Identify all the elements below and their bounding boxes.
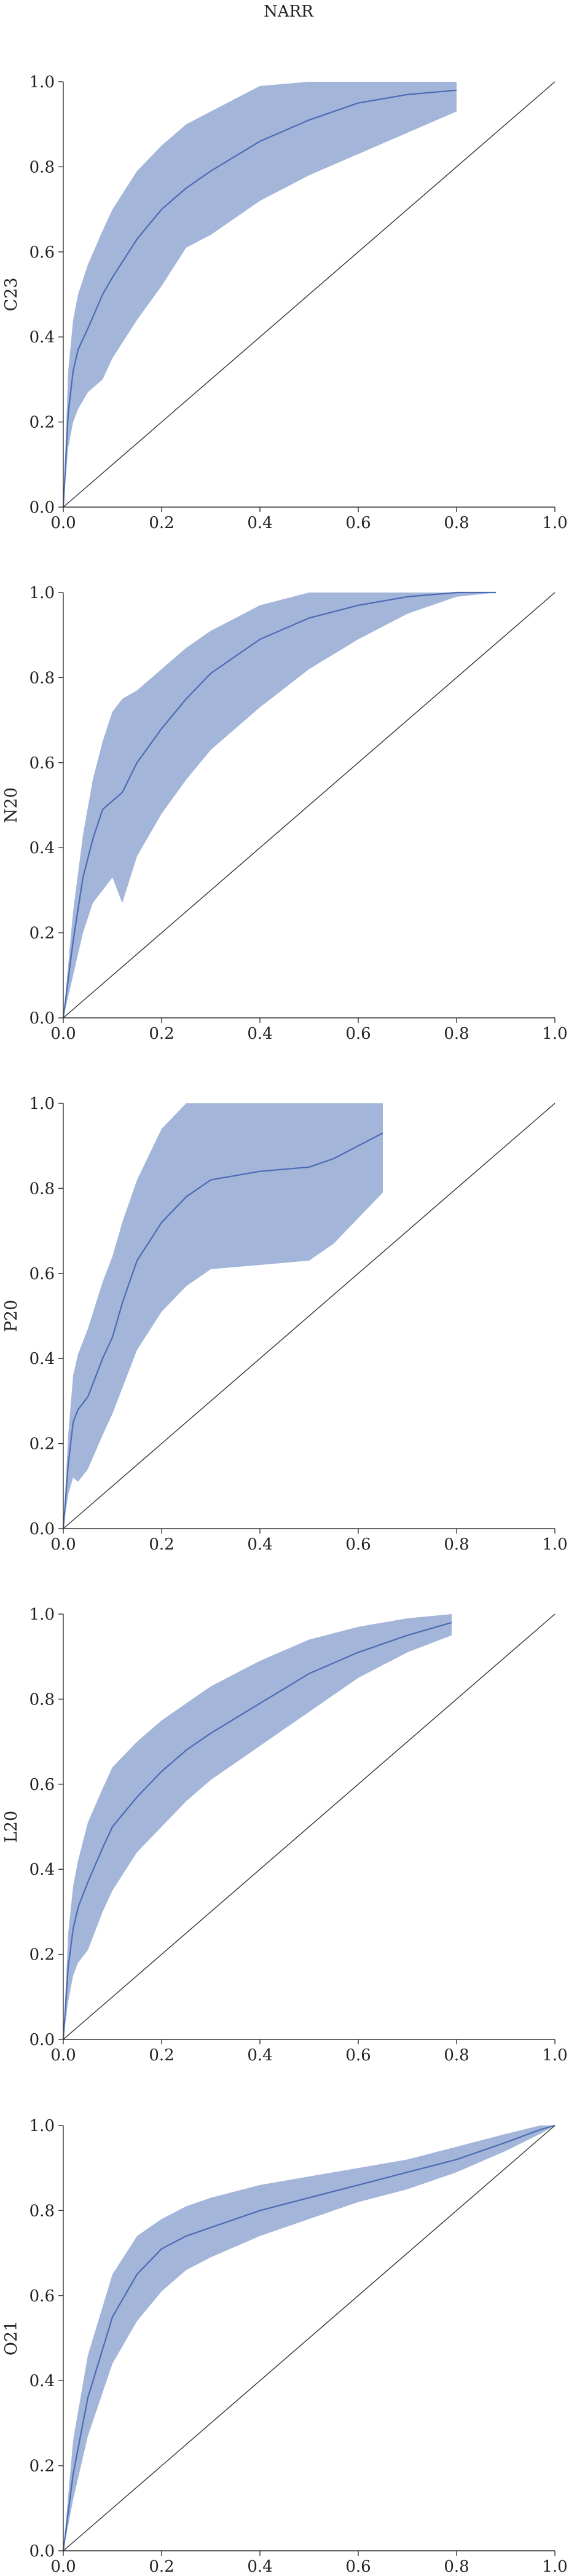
mean-line bbox=[62, 89, 457, 508]
chart-panel-n20: 0.0 0.2 0.4 0.6 0.8 1.0 0.0 0.2 0.4 0.6 0.8 1.0 N20 bbox=[2, 584, 568, 1043]
x-tick-label: 0.8 bbox=[444, 514, 469, 532]
x-tick-label: 1.0 bbox=[542, 2046, 567, 2065]
x-tick-label: 0.8 bbox=[444, 2046, 469, 2065]
mean-line bbox=[62, 1621, 452, 2040]
y-axis-label: C23 bbox=[2, 277, 21, 311]
y-tick-label: 0.8 bbox=[29, 669, 55, 687]
x-tick-label: 0.4 bbox=[247, 1535, 272, 1554]
y-tick-label: 0.8 bbox=[29, 1690, 55, 1709]
figure-title: NARR bbox=[264, 2, 313, 21]
x-tick-label: 0.2 bbox=[149, 1025, 174, 1043]
y-tick-label: 0.2 bbox=[29, 924, 55, 943]
y-tick-label: 0.6 bbox=[29, 1776, 55, 1794]
x-tick-label: 1.0 bbox=[542, 1535, 567, 1554]
x-tick-label: 0.0 bbox=[50, 514, 76, 532]
x-tick-label: 0.8 bbox=[444, 1535, 469, 1554]
y-tick-label: 0.4 bbox=[29, 839, 55, 857]
x-tick-label: 0.4 bbox=[247, 514, 272, 532]
confidence-band bbox=[63, 2125, 555, 2551]
x-tick-label: 0.8 bbox=[444, 2558, 469, 2573]
y-axis-label: P20 bbox=[2, 1300, 21, 1333]
y-tick-label: 0.4 bbox=[29, 1861, 55, 1879]
y-axis-label: L20 bbox=[2, 1811, 21, 1843]
y-tick-label: 0.8 bbox=[29, 2202, 55, 2220]
y-tick-label: 0.4 bbox=[29, 328, 55, 347]
mean-line bbox=[62, 591, 496, 1018]
y-tick-label: 0.6 bbox=[29, 754, 55, 773]
y-tick-label: 0.4 bbox=[29, 1350, 55, 1368]
y-tick-label: 0.6 bbox=[29, 2287, 55, 2306]
x-tick-label: 0.4 bbox=[247, 2558, 272, 2573]
confidence-band bbox=[63, 1103, 383, 1529]
x-tick-label: 0.6 bbox=[345, 2046, 371, 2065]
y-tick-label: 0.0 bbox=[29, 498, 55, 517]
chart-panel-p20: 0.0 0.2 0.4 0.6 0.8 1.0 0.0 0.2 0.4 0.6 0.8 1.0 P20 bbox=[2, 1095, 568, 1554]
y-axis-label: O21 bbox=[2, 2321, 21, 2356]
x-tick-label: 0.0 bbox=[50, 1025, 76, 1043]
x-tick-label: 0.2 bbox=[149, 1535, 174, 1554]
x-tick-label: 0.4 bbox=[247, 1025, 272, 1043]
mean-line bbox=[62, 1132, 383, 1529]
y-tick-label: 0.2 bbox=[29, 1435, 55, 1454]
x-tick-label: 0.2 bbox=[149, 514, 174, 532]
x-tick-label: 0.6 bbox=[345, 2558, 371, 2573]
y-tick-label: 0.4 bbox=[29, 2372, 55, 2390]
y-tick-label: 0.0 bbox=[29, 2031, 55, 2049]
y-tick-label: 1.0 bbox=[29, 1605, 55, 1624]
y-tick-label: 0.0 bbox=[29, 1009, 55, 1028]
confidence-band bbox=[63, 593, 496, 1018]
x-tick-label: 1.0 bbox=[542, 1025, 567, 1043]
diagonal-reference-line bbox=[63, 1103, 555, 1529]
y-tick-label: 1.0 bbox=[29, 2117, 55, 2135]
x-tick-label: 0.2 bbox=[149, 2558, 174, 2573]
y-tick-label: 0.6 bbox=[29, 243, 55, 262]
chart-panel-l20: 0.0 0.2 0.4 0.6 0.8 1.0 0.0 0.2 0.4 0.6 0.8 1.0 L20 bbox=[2, 1605, 568, 2065]
x-tick-label: 0.0 bbox=[50, 1535, 76, 1554]
x-tick-label: 1.0 bbox=[542, 514, 567, 532]
y-tick-label: 0.8 bbox=[29, 158, 55, 176]
y-axis-label: N20 bbox=[2, 787, 21, 823]
confidence-band bbox=[63, 1614, 452, 2039]
diagonal-reference-line bbox=[63, 592, 555, 1018]
x-tick-label: 0.0 bbox=[50, 2046, 76, 2065]
y-tick-label: 0.8 bbox=[29, 1180, 55, 1198]
y-tick-label: 0.2 bbox=[29, 2457, 55, 2476]
diagonal-reference-line bbox=[63, 2125, 555, 2551]
x-tick-label: 0.6 bbox=[345, 1535, 371, 1554]
y-tick-label: 0.2 bbox=[29, 1946, 55, 1964]
x-tick-label: 0.8 bbox=[444, 1025, 469, 1043]
x-tick-label: 0.4 bbox=[247, 2046, 272, 2065]
x-tick-label: 1.0 bbox=[542, 2558, 567, 2573]
confidence-band bbox=[63, 82, 457, 507]
x-tick-label: 0.6 bbox=[345, 514, 371, 532]
y-tick-label: 0.0 bbox=[29, 2542, 55, 2561]
y-tick-label: 0.6 bbox=[29, 1265, 55, 1283]
y-tick-label: 1.0 bbox=[29, 584, 55, 602]
y-tick-label: 1.0 bbox=[29, 1095, 55, 1113]
diagonal-reference-line bbox=[63, 1613, 555, 2040]
y-tick-label: 0.0 bbox=[29, 1520, 55, 1538]
x-tick-label: 0.6 bbox=[345, 1025, 371, 1043]
y-tick-label: 1.0 bbox=[29, 73, 55, 92]
mean-line bbox=[62, 2124, 555, 2551]
chart-panel-c23: 0.0 0.2 0.4 0.6 0.8 1.0 0.0 0.2 0.4 0.6 0.8 1.0 C23 bbox=[2, 73, 568, 532]
y-tick-label: 0.2 bbox=[29, 414, 55, 432]
x-tick-label: 0.2 bbox=[149, 2046, 174, 2065]
diagonal-reference-line bbox=[63, 81, 555, 508]
